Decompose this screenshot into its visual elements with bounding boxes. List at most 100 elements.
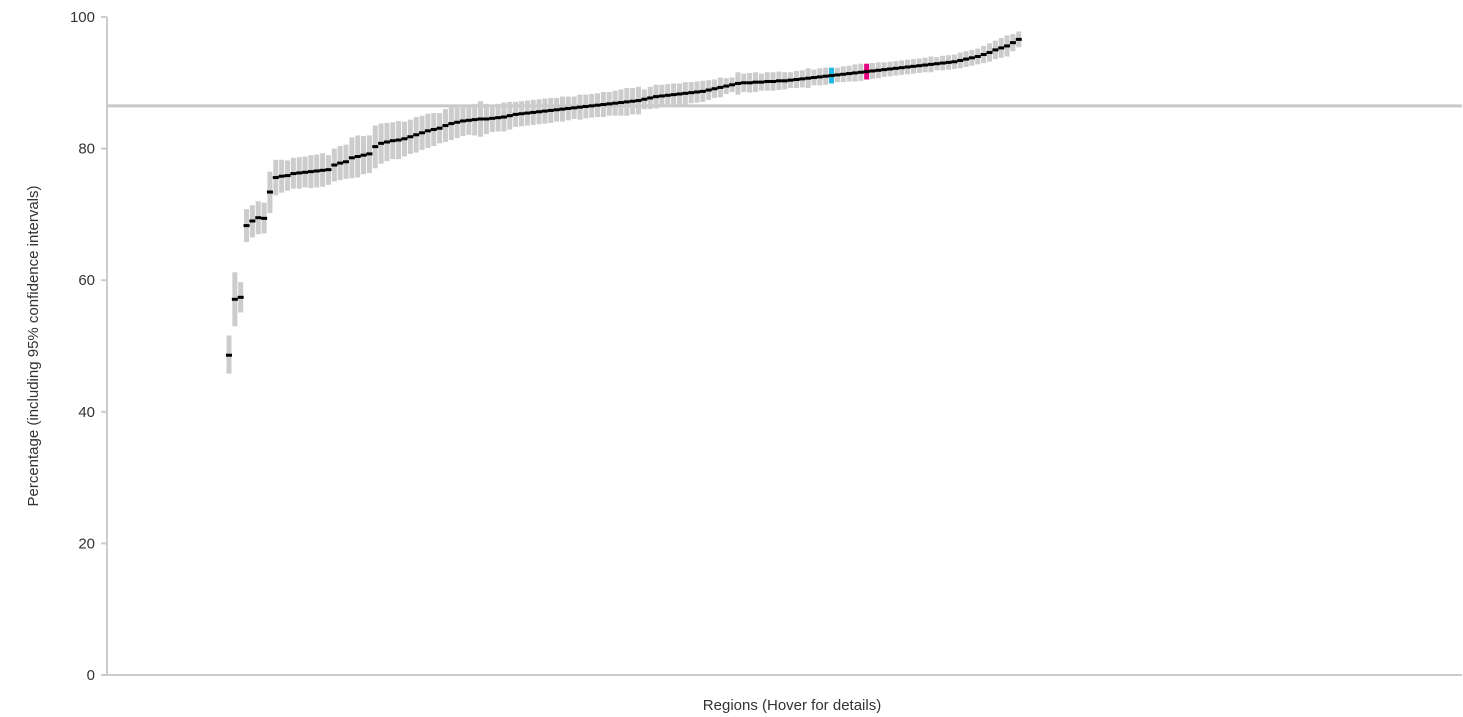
data-point[interactable] [582,104,589,108]
data-point[interactable] [378,141,385,145]
data-point[interactable] [670,93,677,97]
data-point[interactable] [688,91,695,95]
data-point[interactable] [524,111,531,115]
data-point[interactable] [699,89,706,93]
data-point[interactable] [553,108,560,112]
data-point[interactable] [495,116,502,120]
data-point[interactable] [284,174,291,178]
data-point[interactable] [770,79,777,83]
data-point[interactable] [302,170,309,174]
data-point[interactable] [343,160,349,164]
data-point[interactable] [477,117,484,121]
data-point[interactable] [705,88,712,92]
data-point[interactable] [530,110,537,114]
data-point[interactable] [337,161,344,165]
data-point[interactable] [547,108,554,112]
data-point[interactable] [366,152,373,156]
data-point[interactable] [354,154,361,158]
data-point[interactable] [974,54,981,58]
data-point[interactable] [272,176,279,180]
data-point[interactable] [887,67,894,71]
data-point[interactable] [401,137,408,141]
data-point[interactable] [933,62,940,66]
data-point[interactable] [261,216,268,220]
data-point[interactable] [577,105,583,109]
data-point[interactable] [787,78,794,82]
data-point[interactable] [869,69,876,73]
data-point[interactable] [536,110,543,114]
data-point[interactable] [1015,37,1022,41]
data-point[interactable] [881,68,888,72]
data-point[interactable] [928,62,934,66]
data-point[interactable] [734,81,741,85]
data-point[interactable] [957,58,964,62]
data-point[interactable] [389,139,396,143]
data-point[interactable] [834,73,841,77]
data-point[interactable] [436,126,443,130]
data-point[interactable] [629,99,636,103]
data-point[interactable] [588,104,595,108]
data-point[interactable] [307,170,314,174]
data-point[interactable] [594,103,601,107]
data-point[interactable] [313,169,320,173]
data-point[interactable] [606,102,613,106]
data-point[interactable] [799,77,806,81]
data-point[interactable] [331,163,338,167]
data-point[interactable] [846,72,853,76]
data-point[interactable] [963,57,970,61]
data-point[interactable] [617,101,624,105]
data-point[interactable] [998,46,1005,50]
data-point[interactable] [822,74,829,78]
data-point[interactable] [863,70,870,74]
data-point[interactable] [840,72,847,76]
data-point[interactable] [811,76,817,80]
data-point[interactable] [430,128,437,132]
data-point[interactable] [419,131,426,135]
data-point[interactable] [623,100,630,104]
data-point[interactable] [851,71,858,75]
data-point[interactable] [600,103,607,107]
data-point[interactable] [653,95,660,99]
data-point[interactable] [442,124,449,128]
data-point[interactable] [489,116,496,120]
data-point[interactable] [1004,44,1011,48]
data-point[interactable] [296,171,303,175]
data-point[interactable] [395,138,402,142]
data-point[interactable] [231,297,238,301]
data-point[interactable] [910,64,917,68]
data-point[interactable] [758,80,765,84]
data-point[interactable] [746,81,753,85]
data-point[interactable] [518,112,525,116]
data-point[interactable] [875,68,882,72]
data-point[interactable] [992,48,999,52]
data-point[interactable] [752,80,759,84]
data-point[interactable] [266,190,273,194]
data-point[interactable] [571,106,578,110]
data-point[interactable] [226,353,232,357]
data-point[interactable] [413,133,420,137]
data-point[interactable] [740,81,747,85]
data-point[interactable] [828,74,835,78]
data-point[interactable] [460,119,466,123]
data-point[interactable] [612,101,619,105]
data-point[interactable] [454,120,461,124]
data-point[interactable] [243,224,250,228]
data-point[interactable] [565,106,572,110]
data-point[interactable] [939,61,946,65]
data-point[interactable] [559,107,566,111]
data-point[interactable] [506,114,513,118]
data-point[interactable] [658,94,665,98]
data-point[interactable] [717,85,724,89]
data-point[interactable] [805,76,812,80]
data-point[interactable] [237,295,244,299]
data-point[interactable] [641,97,648,101]
data-point[interactable] [500,115,507,119]
data-point[interactable] [898,66,905,70]
data-point[interactable] [711,87,718,91]
data-point[interactable] [986,51,993,55]
data-point[interactable] [471,118,478,122]
data-point[interactable] [664,93,671,97]
data-point[interactable] [483,117,490,121]
data-point[interactable] [635,99,642,103]
data-point[interactable] [945,60,952,64]
